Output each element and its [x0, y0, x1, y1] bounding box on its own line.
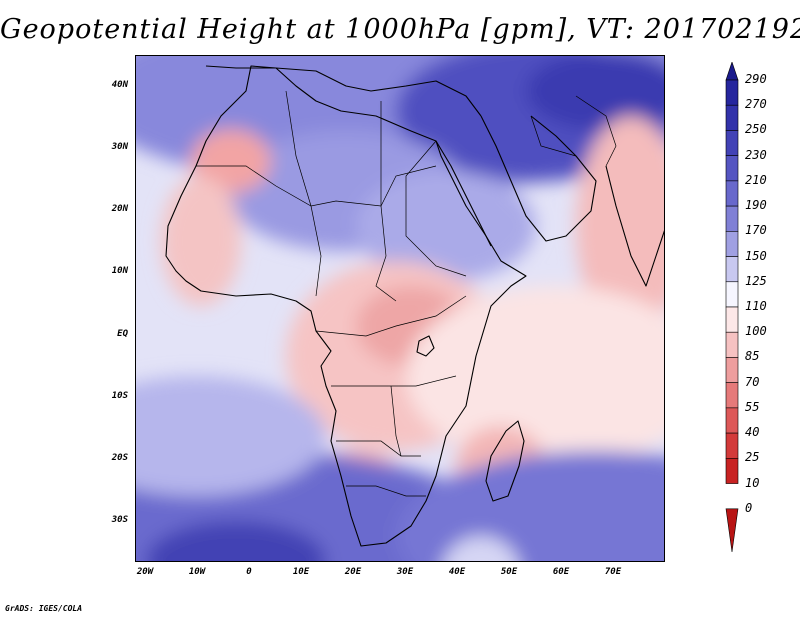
- country-borders: [196, 90, 617, 497]
- credit-text: GrADS: IGES/COLA: [5, 604, 83, 613]
- lon-label-50e: 50E: [500, 567, 518, 577]
- field-india-low: [576, 116, 664, 336]
- red-sea-coast: [435, 140, 492, 247]
- border-congo: [331, 375, 457, 387]
- colorbar-legend: [725, 62, 739, 552]
- border-sudan: [405, 140, 467, 277]
- lat-label-10n: 10N: [111, 266, 128, 276]
- arabia-coast: [480, 115, 597, 242]
- coastlines: [165, 65, 664, 547]
- africa-coastline: [165, 65, 527, 547]
- border-iran: [575, 95, 617, 167]
- colorbar-label: 70: [745, 374, 760, 389]
- colorbar-label: 0: [745, 500, 753, 515]
- field-south-atlantic: [136, 376, 326, 496]
- colorbar-segment: [725, 407, 739, 434]
- colorbar-segment: [725, 62, 739, 81]
- colorbar-label: 210: [745, 172, 767, 187]
- colorbar-label: 270: [745, 97, 767, 112]
- colorbar-label: 150: [745, 248, 767, 263]
- colorbar-label: 55: [745, 399, 760, 414]
- colorbar-label: 125: [745, 273, 767, 288]
- lon-label-10e: 10E: [292, 567, 310, 577]
- lake-victoria: [416, 335, 435, 357]
- lon-label-60e: 60E: [552, 567, 570, 577]
- india-coast: [605, 165, 664, 287]
- colorbar-label: 190: [745, 198, 767, 213]
- height-field: [136, 56, 664, 561]
- field-indian-ocean: [406, 286, 664, 466]
- colorbar-segment: [725, 382, 739, 409]
- field-west-sahara-low: [191, 129, 271, 193]
- border-algeria: [285, 90, 312, 207]
- border-sahara: [196, 165, 437, 207]
- lat-label-30s: 30S: [111, 515, 128, 525]
- colorbar-label: 290: [745, 72, 767, 86]
- colorbar-segment: [725, 256, 739, 283]
- colorbar-segment: [725, 231, 739, 257]
- lon-label-10w: 10W: [188, 567, 206, 577]
- border-botswana: [346, 485, 426, 497]
- colorbar-segment: [725, 281, 739, 308]
- lon-label-0: 0: [246, 567, 252, 577]
- lat-label-30n: 30N: [111, 142, 128, 152]
- colorbar-segment: [725, 508, 739, 552]
- map-canvas[interactable]: [136, 56, 665, 562]
- lon-label-20e: 20E: [344, 567, 362, 577]
- border-arabia: [530, 115, 577, 157]
- colorbar-label: 110: [745, 299, 767, 313]
- colorbar-segment: [725, 130, 739, 156]
- lat-label-eq: EQ: [117, 329, 128, 339]
- colorbar-label: 100: [745, 324, 767, 339]
- field-iran-high: [526, 56, 664, 131]
- colorbar-segment: [725, 432, 739, 459]
- field-agulhas: [443, 536, 519, 561]
- colorbar-label: 230: [745, 147, 767, 162]
- field-west-africa-low: [161, 176, 241, 306]
- mediterranean-coast: [205, 65, 482, 117]
- colorbar-label: 10: [745, 475, 760, 490]
- lon-label-30e: 30E: [396, 567, 414, 577]
- lat-label-10s: 10S: [111, 391, 128, 401]
- border-chad: [375, 205, 397, 302]
- colorbar-label: 85: [745, 349, 760, 364]
- colorbar-label: 170: [745, 223, 767, 238]
- madagascar: [485, 420, 525, 502]
- lat-label-20s: 20S: [111, 453, 128, 463]
- lon-label-70e: 70E: [604, 567, 622, 577]
- colorbar-segment: [725, 306, 739, 333]
- border-zambia: [336, 440, 421, 457]
- colorbar-segment: [725, 180, 739, 207]
- colorbar-segment: [725, 458, 739, 484]
- colorbar-segment: [725, 357, 739, 383]
- map-frame[interactable]: [135, 55, 665, 562]
- colorbar-segment: [725, 79, 739, 106]
- lon-label-20w: 20W: [136, 567, 154, 577]
- field-southern-ocean-east: [396, 451, 664, 561]
- colorbar-segment: [725, 205, 739, 232]
- colorbar-segment: [725, 331, 739, 358]
- lon-label-40e: 40E: [448, 567, 466, 577]
- lat-label-20n: 20N: [111, 204, 128, 214]
- colorbar-segment: [725, 155, 739, 182]
- field-sahel-mid: [356, 171, 536, 281]
- field-southern-ocean-core: [146, 521, 326, 561]
- colorbar-label: 250: [745, 122, 767, 137]
- lat-label-40n: 40N: [111, 80, 128, 90]
- chart-title: Geopotential Height at 1000hPa [gpm], VT…: [0, 14, 800, 45]
- colorbar-label: 40: [745, 425, 760, 440]
- border-niger: [310, 205, 322, 297]
- border-tanzania: [390, 385, 402, 457]
- colorbar-label: 25: [745, 450, 760, 465]
- border-central: [315, 295, 467, 337]
- colorbar-segment: [725, 104, 739, 131]
